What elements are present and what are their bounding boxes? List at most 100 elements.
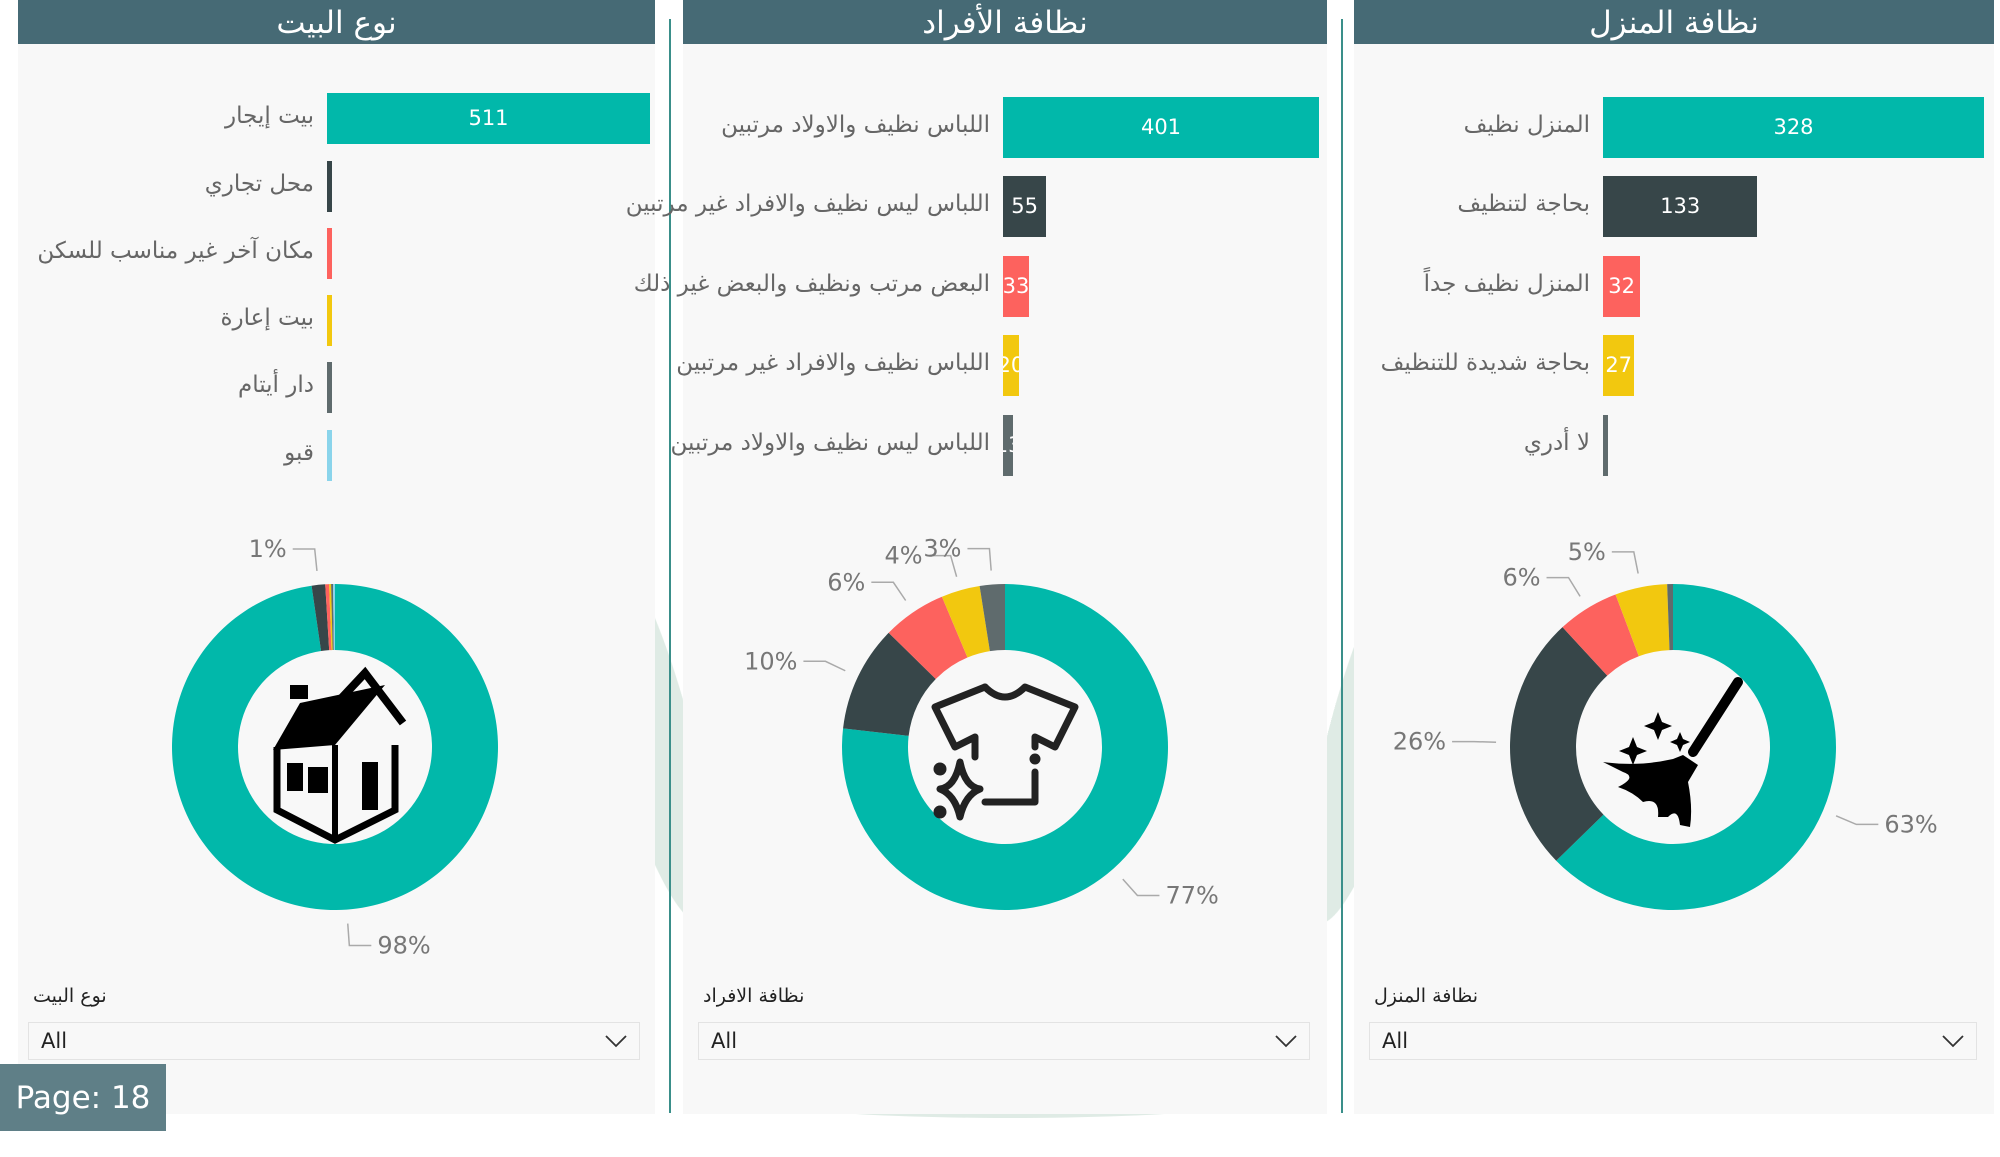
bar-category-label: البعض مرتب ونظيف والبعض غير ذلك bbox=[633, 271, 990, 297]
leader-line bbox=[803, 660, 846, 672]
bar-category-label: محل تجاري bbox=[204, 171, 314, 197]
bar[interactable]: 55 bbox=[1003, 175, 1047, 237]
slicer-dropdown[interactable]: All bbox=[28, 1022, 640, 1060]
bar-category-label: بيت إيجار bbox=[225, 103, 314, 129]
donut-slice[interactable] bbox=[1615, 584, 1670, 657]
bar[interactable]: 133 bbox=[1603, 175, 1758, 237]
leader-line bbox=[1546, 576, 1581, 597]
slicer-label: نظافة المنزل bbox=[1374, 985, 1479, 1007]
donut-percent-label: 63% bbox=[1884, 810, 1937, 838]
slicer-label: نوع البيت bbox=[33, 985, 107, 1007]
house-icon bbox=[273, 666, 407, 844]
bar-value-label: 32 bbox=[1608, 274, 1635, 298]
donut-slice[interactable] bbox=[1556, 584, 1836, 910]
donut-chart: 63% 26% 6% 5% bbox=[1393, 538, 1938, 910]
leader-line bbox=[928, 554, 958, 577]
bar[interactable]: 13 bbox=[1003, 414, 1014, 476]
bar-value-label: 328 bbox=[1773, 115, 1814, 139]
bar-category-label: بحاجة لتنظيف bbox=[1457, 191, 1590, 217]
donut-slice[interactable] bbox=[1562, 594, 1639, 676]
donut-slice[interactable] bbox=[888, 596, 968, 680]
page-number-badge: Page: 18 bbox=[0, 1064, 166, 1131]
panel-title: نظافة المنزل bbox=[1354, 0, 1994, 44]
donut-slice[interactable] bbox=[1510, 627, 1608, 861]
bar[interactable]: 401 bbox=[1003, 96, 1319, 158]
bar[interactable] bbox=[327, 160, 332, 212]
bar-category-label: قبو bbox=[284, 440, 314, 466]
bar-category-label: المنزل نظيف bbox=[1463, 112, 1590, 138]
bar-value-label: 133 bbox=[1660, 194, 1701, 218]
panel-background bbox=[18, 44, 655, 1114]
bar-value-label: 55 bbox=[1011, 194, 1039, 218]
bar-category-label: اللباس نظيف والاولاد مرتبين bbox=[721, 112, 990, 138]
leader-line bbox=[292, 548, 318, 571]
donut-slice[interactable] bbox=[331, 584, 334, 651]
bar-category-label: اللباس ليس نظيف والاولاد مرتبين bbox=[670, 430, 990, 456]
bar[interactable] bbox=[327, 429, 332, 481]
chevron-down-icon[interactable] bbox=[1275, 1029, 1297, 1053]
panel-title: نظافة الأفراد bbox=[683, 0, 1327, 44]
donut-slice[interactable] bbox=[329, 584, 333, 651]
bar[interactable]: 511 bbox=[327, 92, 650, 144]
bar-category-label: دار أيتام bbox=[237, 372, 314, 398]
slicer-value: All bbox=[711, 1029, 738, 1053]
donut-slice[interactable] bbox=[941, 585, 990, 658]
bar[interactable]: 32 bbox=[1603, 255, 1641, 317]
donut-slice[interactable] bbox=[1667, 584, 1673, 651]
leader-line bbox=[1611, 551, 1639, 574]
bar-category-label: اللباس ليس نظيف والافراد غير مرتبين bbox=[625, 191, 990, 217]
bar-value-label: 511 bbox=[468, 106, 509, 130]
slicer-dropdown[interactable]: All bbox=[698, 1022, 1310, 1060]
bar-value-label: 20 bbox=[1003, 353, 1019, 377]
donut-chart: 77% 10% 6% 4% 3% bbox=[744, 535, 1219, 910]
donut-percent-label: 4% bbox=[885, 542, 923, 570]
bar[interactable]: 27 bbox=[1603, 334, 1635, 396]
donut-slice[interactable] bbox=[325, 584, 332, 651]
broom-icon bbox=[1603, 677, 1743, 827]
donut-slice[interactable] bbox=[333, 584, 335, 651]
shirt-icon bbox=[931, 683, 1079, 821]
chevron-down-icon[interactable] bbox=[605, 1029, 627, 1053]
donut-slice[interactable] bbox=[843, 632, 936, 736]
bar-category-label: المنزل نظيف جداً bbox=[1423, 271, 1590, 297]
leader-line bbox=[1122, 878, 1160, 897]
bar[interactable]: 33 bbox=[1003, 255, 1029, 317]
bar[interactable] bbox=[327, 294, 332, 346]
bar[interactable] bbox=[327, 227, 332, 279]
bar-category-label: لا أدري bbox=[1523, 430, 1590, 456]
slicer-dropdown[interactable]: All bbox=[1369, 1022, 1977, 1060]
leader-line bbox=[871, 581, 907, 601]
panel-title: نوع البيت bbox=[18, 0, 655, 44]
donut-percent-label: 77% bbox=[1165, 882, 1218, 910]
bar-value-label: 13 bbox=[1003, 433, 1013, 457]
donut-percent-label: 5% bbox=[1568, 538, 1606, 566]
bar[interactable]: 20 bbox=[1003, 334, 1019, 396]
bar-category-label: اللباس نظيف والافراد غير مرتبين bbox=[676, 350, 990, 376]
divider bbox=[1341, 19, 1343, 1113]
bar-value-label: 27 bbox=[1605, 353, 1633, 377]
donut-percent-label: 98% bbox=[377, 931, 430, 959]
donut-percent-label: 3% bbox=[923, 535, 961, 563]
donut-percent-label: 10% bbox=[744, 647, 797, 675]
bar-category-label: مكان آخر غير مناسب للسكن bbox=[37, 238, 314, 264]
bar[interactable] bbox=[327, 361, 332, 413]
donut-slice[interactable] bbox=[979, 584, 1005, 652]
leader-line bbox=[1452, 740, 1497, 743]
slicer-value: All bbox=[1382, 1029, 1409, 1053]
donut-percent-label: 6% bbox=[1502, 564, 1540, 592]
leader-line bbox=[1835, 815, 1879, 826]
bar-value-label: 401 bbox=[1140, 115, 1182, 139]
chevron-down-icon[interactable] bbox=[1942, 1029, 1964, 1053]
leader-line bbox=[967, 547, 992, 571]
donut-percent-label: 6% bbox=[827, 568, 865, 596]
bar[interactable]: 328 bbox=[1603, 96, 1984, 158]
leader-line bbox=[346, 923, 372, 947]
donut-chart: 98% 1% bbox=[172, 535, 499, 959]
donut-slice[interactable] bbox=[311, 584, 330, 652]
donut-slice[interactable] bbox=[842, 584, 1168, 910]
bar-category-label: بحاجة شديدة للتنظيف bbox=[1380, 350, 1590, 376]
donut-slice[interactable] bbox=[172, 584, 499, 910]
slicer-value: All bbox=[41, 1029, 68, 1053]
bar-category-label: بيت إعارة bbox=[220, 305, 314, 331]
bar[interactable] bbox=[1603, 414, 1608, 476]
